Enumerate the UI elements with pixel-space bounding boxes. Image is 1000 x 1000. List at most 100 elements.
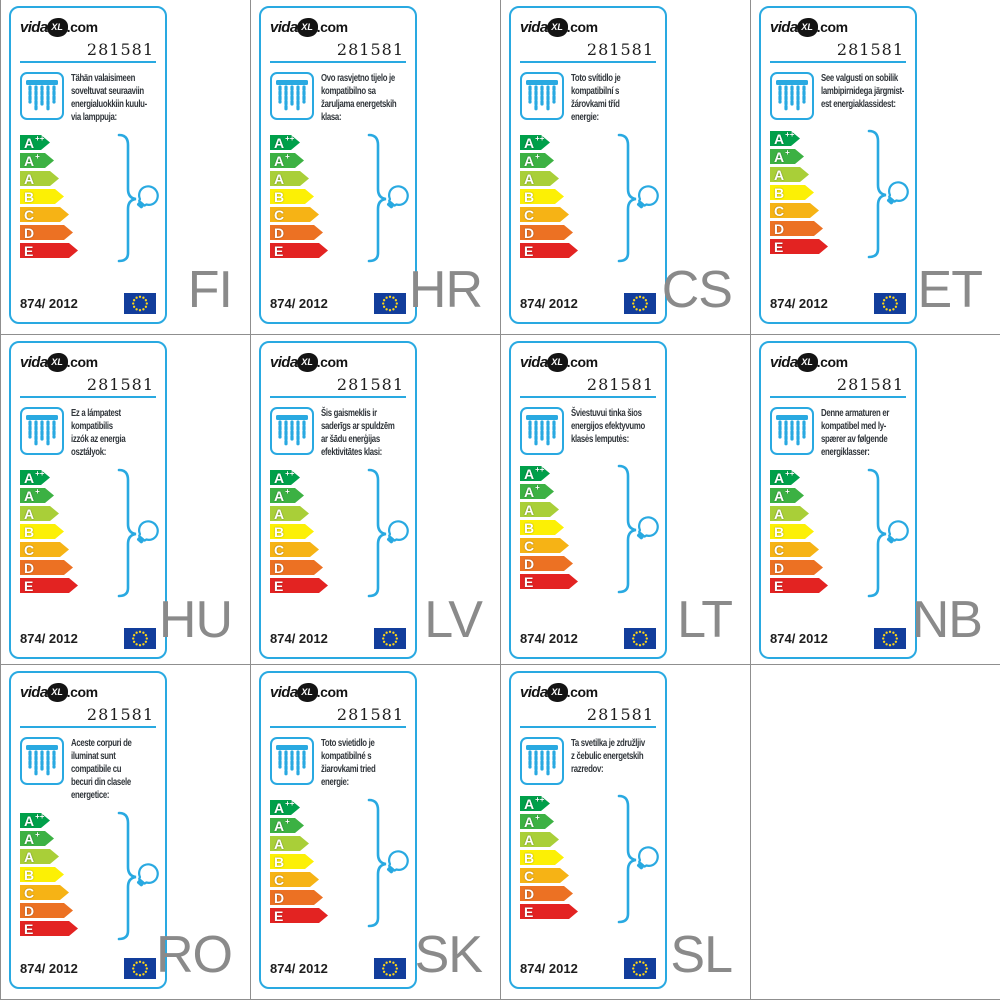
class-letter: D (774, 220, 785, 237)
energy-class-arrow-e: E (520, 243, 578, 258)
energy-class-arrow-d: D (20, 903, 73, 918)
brand-prefix: vida (20, 18, 48, 36)
energy-class-arrow-d: D (770, 560, 823, 575)
class-letter: E (774, 577, 784, 594)
info-row: Ta svetilka je združljiv z čebulic energ… (520, 737, 656, 785)
class-letter: B (524, 188, 535, 205)
class-letter: A (274, 152, 285, 169)
class-sup: ++ (785, 130, 795, 139)
regulation-number: 874/ 2012 (270, 631, 328, 646)
energy-class-arrow-c: C (20, 542, 69, 557)
class-letter: B (274, 188, 285, 205)
energy-class-arrow-b: B (520, 520, 564, 535)
class-letter: E (24, 920, 34, 937)
language-code: RO (156, 926, 233, 984)
energy-class-arrow-c: C (520, 538, 569, 553)
label-description: Toto svítidlo je kompatibilní s žárovkam… (571, 73, 621, 123)
brand-logo: vida XL .com (20, 16, 156, 38)
brace-icon (617, 464, 637, 594)
bottom-row: 874/ 2012 (20, 628, 156, 649)
eu-flag-icon (624, 628, 656, 649)
energy-class-arrow-a2: A ++ (270, 135, 300, 150)
bulb-icon (636, 846, 659, 870)
info-row: Šviestuvui tinka šios energijos efektyvu… (520, 407, 656, 455)
brand-xl-icon: XL (296, 352, 318, 372)
class-sup: ++ (35, 812, 45, 821)
class-letter: A (524, 795, 535, 812)
class-letter: A (524, 813, 535, 830)
energy-class-scale: A ++ A + A B C D E (20, 133, 159, 263)
bottom-row: 874/ 2012 (520, 628, 656, 649)
brace-bulb-graphic (117, 133, 159, 263)
brace-bulb-graphic (617, 464, 659, 594)
energy-class-arrow-a1: A + (20, 153, 54, 168)
class-letter: A (274, 505, 285, 522)
energy-class-arrow-a: A (270, 171, 309, 186)
brace-icon (867, 468, 887, 598)
energy-class-arrow-e: E (270, 578, 328, 593)
language-code: LV (424, 591, 483, 649)
energy-class-arrow-d: D (770, 221, 823, 236)
energy-class-arrow-b: B (770, 524, 814, 539)
class-letter: A (24, 469, 35, 486)
regulation-number: 874/ 2012 (520, 631, 578, 646)
brand-logo: vida XL .com (270, 351, 406, 373)
brand-xl-icon: XL (46, 682, 68, 702)
energy-class-arrow-e: E (270, 243, 328, 258)
class-letter: A (24, 487, 35, 504)
class-letter: A (524, 152, 535, 169)
eu-flag-icon (124, 293, 156, 314)
info-row: Aceste corpuri de iluminat sunt compatib… (20, 737, 156, 802)
brace-icon (867, 129, 887, 259)
brace-icon (367, 133, 387, 263)
class-sup: + (35, 152, 40, 161)
language-code: NB (911, 591, 983, 649)
energy-class-arrow-a2: A ++ (20, 813, 50, 828)
chandelier-icon (20, 737, 64, 785)
label-description: Tähän valaisimeen soveltuvat seuraaviin … (71, 73, 147, 123)
product-code: 281581 (336, 40, 404, 59)
class-letter: C (24, 206, 35, 223)
energy-class-scale: A ++ A + A B C D E (270, 468, 409, 598)
info-row: Toto svítidlo je kompatibilní s žárovkam… (520, 72, 656, 124)
class-sup: + (285, 817, 290, 826)
info-row: Šis gaismeklis ir saderīgs ar spuldzēm a… (270, 407, 406, 459)
label-description: See valgusti on sobilik lambipirnidega j… (821, 73, 905, 110)
brace-bulb-graphic (617, 794, 659, 924)
class-letter: C (774, 202, 785, 219)
label-cell: vida XL .com 281581 (1, 665, 251, 1000)
info-row: Ez a lámpatest kompatibilis izzók az ene… (20, 407, 156, 459)
class-letter: A (774, 130, 785, 147)
divider (520, 61, 656, 63)
brand-logo: vida XL .com (770, 16, 906, 38)
info-row: Denne armaturen er kompatibel med ly- sp… (770, 407, 906, 459)
chandelier-icon (520, 407, 564, 455)
class-letter: C (524, 867, 535, 884)
label-description: Šviestuvui tinka šios energijos efektyvu… (571, 408, 645, 445)
class-letter: C (24, 541, 35, 558)
chandelier-icon (770, 72, 814, 120)
energy-class-arrow-b: B (270, 524, 314, 539)
brand-logo: vida XL .com (520, 351, 656, 373)
class-letter: C (274, 206, 285, 223)
class-letter: D (24, 902, 35, 919)
energy-class-arrow-a2: A ++ (520, 135, 550, 150)
label-cell: vida XL .com 281581 (251, 0, 501, 335)
class-letter: A (774, 148, 785, 165)
class-letter: B (774, 184, 785, 201)
class-letter: E (524, 903, 534, 920)
regulation-number: 874/ 2012 (20, 631, 78, 646)
class-letter: D (274, 559, 285, 576)
class-sup: + (785, 148, 790, 157)
bottom-row: 874/ 2012 (20, 958, 156, 979)
energy-class-arrow-e: E (770, 239, 828, 254)
product-code: 281581 (586, 40, 654, 59)
energy-class-arrow-c: C (770, 203, 819, 218)
energy-class-arrow-a: A (20, 849, 59, 864)
brand-prefix: vida (20, 353, 48, 371)
energy-class-arrow-d: D (520, 225, 573, 240)
chandelier-icon (20, 407, 64, 455)
divider (20, 726, 156, 728)
bulb-icon (636, 516, 659, 540)
divider (520, 396, 656, 398)
